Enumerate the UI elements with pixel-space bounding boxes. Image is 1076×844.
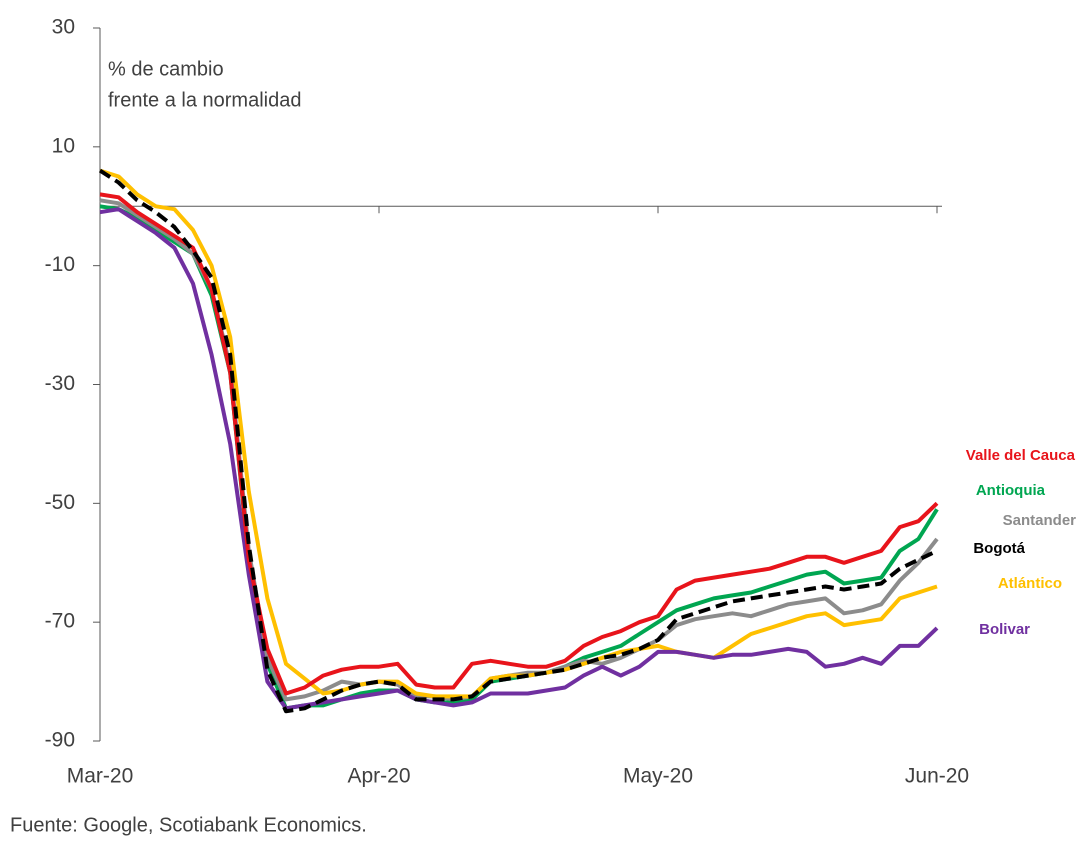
series-line <box>99 207 939 711</box>
y-tick-label: -10 <box>45 253 75 276</box>
x-tick-label: May-20 <box>623 765 693 788</box>
series-line <box>99 168 938 699</box>
y-label-line: frente a la normalidad <box>108 89 301 111</box>
x-tick-label: Mar-20 <box>67 765 134 788</box>
y-tick-label: -90 <box>45 729 75 752</box>
y-tick-label: -70 <box>45 610 75 633</box>
series-label: Santander <box>1003 512 1076 529</box>
series-label: Antioquia <box>976 482 1046 499</box>
series-line <box>99 192 939 696</box>
y-tick-label: 10 <box>52 134 75 157</box>
series-label: Atlántico <box>998 575 1062 592</box>
x-tick-label: Apr-20 <box>347 765 410 788</box>
series-line <box>99 204 939 711</box>
series-label: Valle del Cauca <box>966 447 1076 464</box>
y-tick-label: -50 <box>45 491 75 514</box>
source: Fuente: Google, Scotiabank Economics. <box>10 814 367 836</box>
y-tick-label: 30 <box>52 16 75 39</box>
series-label: Bogotá <box>973 540 1025 557</box>
x-tick-label: Jun-20 <box>905 765 969 788</box>
series-line <box>98 168 938 714</box>
y-label-line: % de cambio <box>108 58 224 80</box>
series-label: Bolivar <box>979 621 1030 638</box>
series-line <box>99 198 939 702</box>
y-tick-label: -30 <box>45 372 75 395</box>
